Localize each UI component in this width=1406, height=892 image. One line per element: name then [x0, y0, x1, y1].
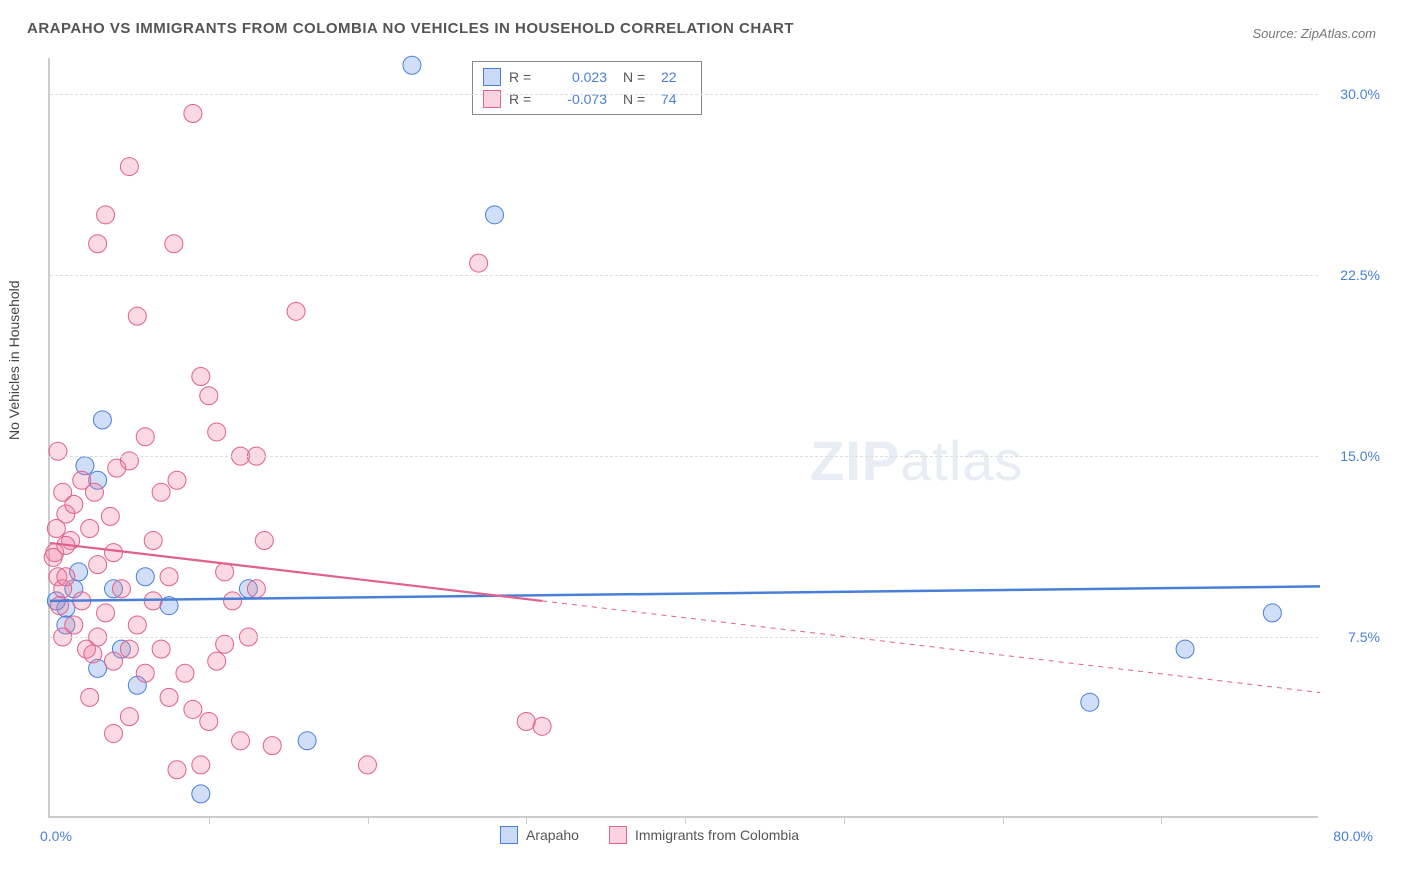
x-tick	[209, 816, 210, 824]
data-point	[57, 568, 75, 586]
data-point	[120, 158, 138, 176]
data-point	[403, 56, 421, 74]
data-point	[168, 471, 186, 489]
chart-title: ARAPAHO VS IMMIGRANTS FROM COLOMBIA NO V…	[27, 20, 794, 37]
legend-item-series2: Immigrants from Colombia	[609, 826, 799, 844]
data-point	[208, 652, 226, 670]
data-point	[160, 688, 178, 706]
x-tick	[844, 816, 845, 824]
data-point	[184, 104, 202, 122]
data-point	[49, 442, 67, 460]
data-point	[192, 367, 210, 385]
data-point	[101, 507, 119, 525]
legend-item-series1: Arapaho	[500, 826, 579, 844]
y-tick-label: 22.5%	[1340, 267, 1380, 283]
data-point	[359, 756, 377, 774]
plot-area: ZIPatlas R = 0.023 N = 22 R = -0.073 N =…	[48, 58, 1318, 818]
y-axis-label: No Vehicles in Household	[6, 280, 22, 440]
y-tick-label: 30.0%	[1340, 86, 1380, 102]
data-point	[105, 652, 123, 670]
data-point	[136, 568, 154, 586]
data-point	[298, 732, 316, 750]
data-point	[224, 592, 242, 610]
data-point	[517, 712, 535, 730]
source-attribution: Source: ZipAtlas.com	[1252, 26, 1376, 41]
data-point	[152, 483, 170, 501]
data-point	[144, 532, 162, 550]
data-point	[85, 483, 103, 501]
x-axis-min-label: 0.0%	[40, 828, 72, 844]
x-tick	[526, 816, 527, 824]
swatch-icon	[609, 826, 627, 844]
gridline	[50, 94, 1318, 95]
data-point	[120, 708, 138, 726]
data-point	[136, 664, 154, 682]
scatter-svg	[50, 58, 1318, 816]
data-point	[51, 597, 69, 615]
data-point	[89, 235, 107, 253]
y-tick-label: 15.0%	[1340, 448, 1380, 464]
data-point	[470, 254, 488, 272]
data-point	[184, 700, 202, 718]
data-point	[81, 519, 99, 537]
data-point	[93, 411, 111, 429]
y-tick-label: 7.5%	[1348, 629, 1380, 645]
data-point	[105, 544, 123, 562]
data-point	[84, 645, 102, 663]
data-point	[160, 568, 178, 586]
data-point	[1176, 640, 1194, 658]
data-point	[533, 717, 551, 735]
swatch-icon	[500, 826, 518, 844]
data-point	[81, 688, 99, 706]
gridline	[50, 275, 1318, 276]
gridline	[50, 456, 1318, 457]
data-point	[112, 580, 130, 598]
data-point	[128, 307, 146, 325]
data-point	[97, 206, 115, 224]
data-point	[1263, 604, 1281, 622]
data-point	[486, 206, 504, 224]
data-point	[247, 580, 265, 598]
data-point	[263, 737, 281, 755]
data-point	[287, 302, 305, 320]
data-point	[128, 616, 146, 634]
data-point	[165, 235, 183, 253]
x-tick	[685, 816, 686, 824]
data-point	[168, 761, 186, 779]
data-point	[176, 664, 194, 682]
x-axis-max-label: 80.0%	[1333, 828, 1373, 844]
data-point	[136, 428, 154, 446]
series-legend: Arapaho Immigrants from Colombia	[500, 826, 799, 844]
x-tick	[1003, 816, 1004, 824]
data-point	[47, 519, 65, 537]
data-point	[216, 563, 234, 581]
data-point	[152, 640, 170, 658]
data-point	[65, 495, 83, 513]
trend-line-dashed	[542, 601, 1320, 693]
data-point	[232, 732, 250, 750]
data-point	[108, 459, 126, 477]
gridline	[50, 637, 1318, 638]
data-point	[200, 387, 218, 405]
data-point	[192, 756, 210, 774]
data-point	[192, 785, 210, 803]
data-point	[255, 532, 273, 550]
data-point	[105, 725, 123, 743]
data-point	[97, 604, 115, 622]
data-point	[208, 423, 226, 441]
x-tick	[368, 816, 369, 824]
data-point	[89, 556, 107, 574]
data-point	[1081, 693, 1099, 711]
data-point	[120, 640, 138, 658]
data-point	[200, 712, 218, 730]
x-tick	[1161, 816, 1162, 824]
